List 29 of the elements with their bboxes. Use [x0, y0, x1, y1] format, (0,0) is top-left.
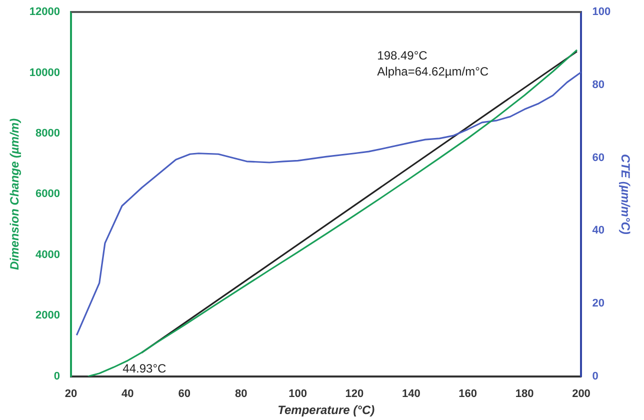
x-tick-label: 140: [402, 388, 420, 400]
x-tick-label: 80: [234, 388, 248, 400]
y2-tick-label: 100: [592, 6, 611, 18]
y2-tick-label: 40: [592, 224, 604, 237]
y-tick-label: 6000: [36, 188, 60, 200]
x-axis-title: Temperature (°C): [278, 403, 375, 418]
y2-tick-label: 60: [592, 152, 604, 164]
y-axis-title: Dimension Change (µm/m): [8, 118, 22, 270]
y2-tick-label: 0: [592, 370, 598, 382]
y-tick-label: 10000: [29, 66, 60, 79]
x-tick-label: 100: [288, 388, 307, 400]
x-tick-label: 180: [515, 388, 534, 400]
x-tick-label: 40: [122, 388, 134, 400]
y-tick-label: 12000: [29, 6, 60, 18]
x-tick-label: 20: [64, 388, 78, 400]
x-tick-label: 200: [572, 388, 590, 400]
x-tick-label: 120: [345, 388, 364, 400]
annotation: 44.93°C: [122, 362, 166, 376]
y-tick-label: 0: [54, 370, 60, 382]
y-tick-label: 2000: [36, 310, 60, 322]
y2-axis-title: CTE (µm/m°C): [618, 154, 632, 234]
y-tick-label: 4000: [36, 248, 60, 261]
x-tick-label: 160: [458, 388, 478, 400]
annotation: 198.49°C: [377, 48, 428, 62]
y2-tick-label: 20: [592, 298, 604, 310]
x-tick-label: 60: [178, 388, 191, 400]
y-tick-label: 8000: [36, 128, 60, 140]
y2-tick-label: 80: [592, 78, 604, 91]
annotation: Alpha=64.62µm/m°C: [377, 64, 489, 78]
